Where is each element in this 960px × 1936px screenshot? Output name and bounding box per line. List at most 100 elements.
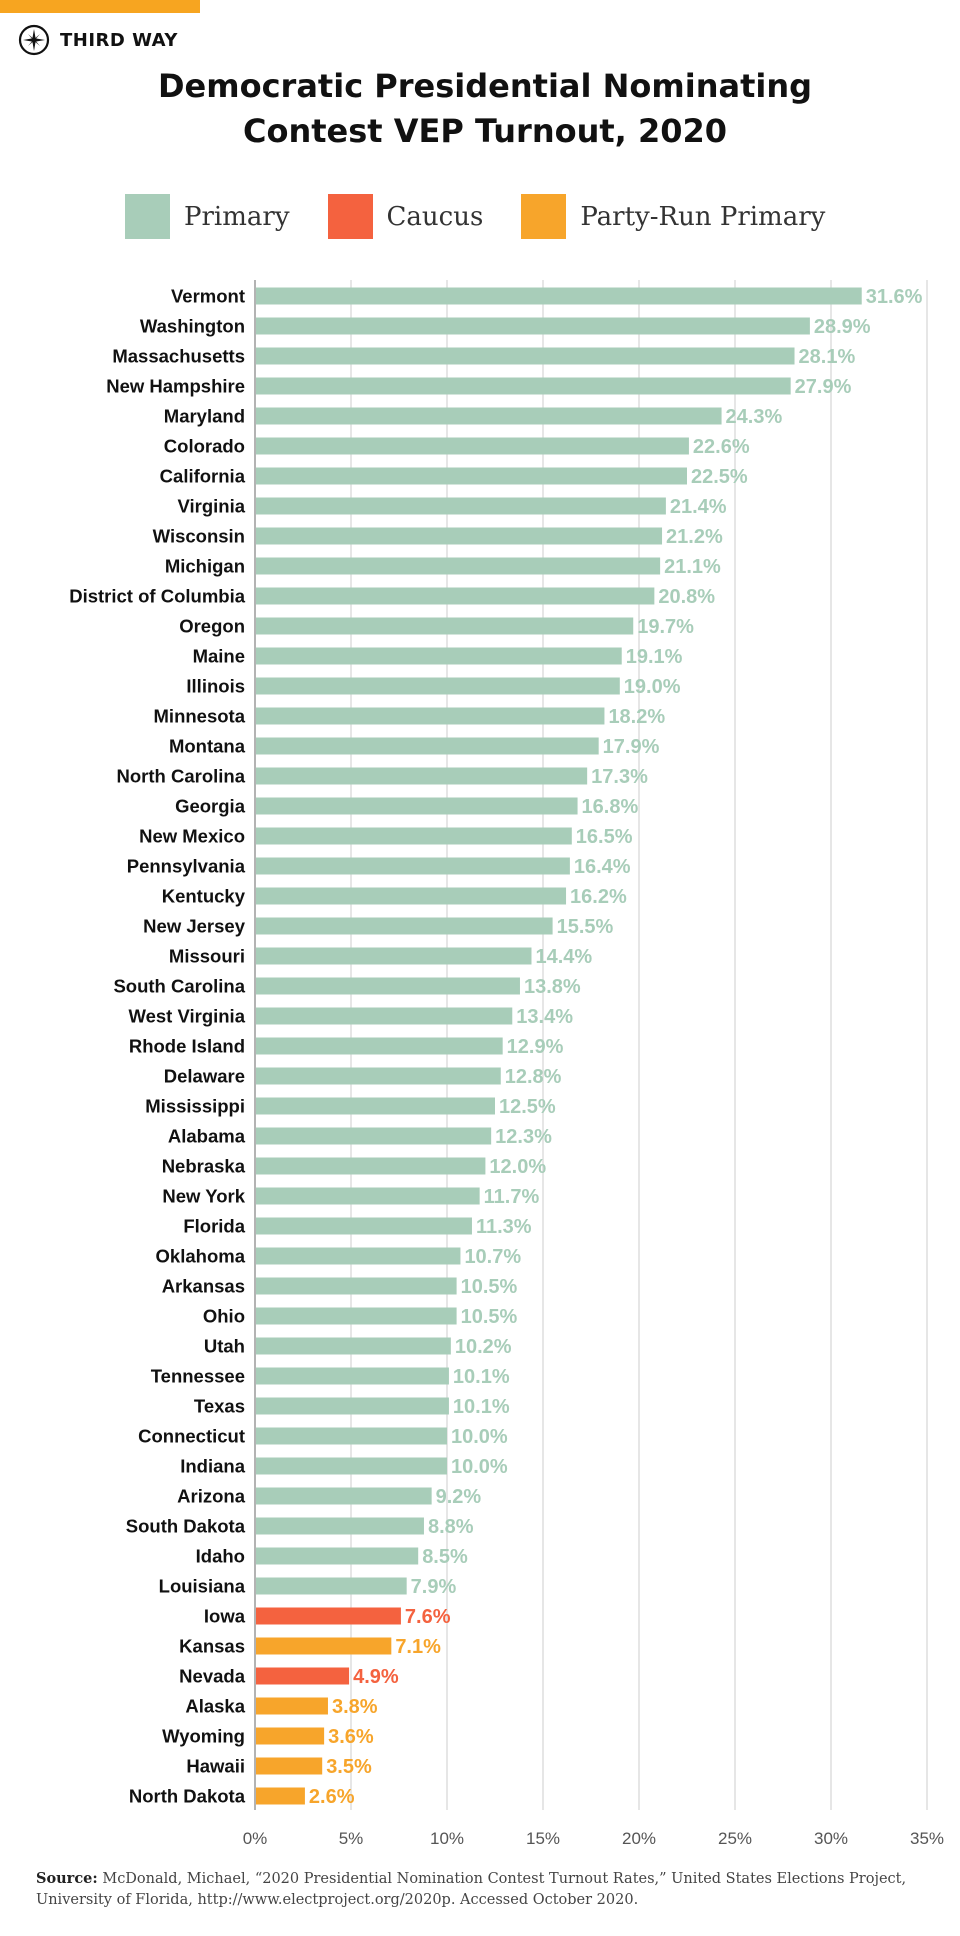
- bar-kansas: [256, 1637, 392, 1655]
- bar-hawaii: [256, 1757, 323, 1775]
- bar-maine: [256, 647, 622, 665]
- category-label-delaware: Delaware: [164, 1066, 245, 1087]
- category-label-wyoming: Wyoming: [162, 1726, 245, 1747]
- value-label-mississippi: 12.5%: [499, 1096, 556, 1118]
- bar-wisconsin: [256, 527, 663, 545]
- legend-item-primary: Primary: [125, 194, 290, 239]
- bar-colorado: [256, 437, 689, 455]
- category-label-massachusetts: Massachusetts: [112, 346, 245, 367]
- category-label-minnesota: Minnesota: [154, 706, 246, 727]
- bar-tennessee: [256, 1367, 449, 1385]
- value-label-wyoming: 3.6%: [328, 1726, 374, 1748]
- category-label-kansas: Kansas: [179, 1636, 245, 1657]
- brand-logo: THIRD WAY: [18, 22, 178, 58]
- category-label-nevada: Nevada: [179, 1666, 246, 1687]
- legend-label-caucus: Caucus: [386, 201, 484, 232]
- bar-nebraska: [256, 1157, 486, 1175]
- category-label-kentucky: Kentucky: [162, 886, 246, 907]
- bar-connecticut: [256, 1427, 447, 1445]
- category-label-iowa: Iowa: [204, 1606, 246, 1627]
- bar-indiana: [256, 1457, 447, 1475]
- category-label-california: California: [160, 466, 246, 487]
- bar-west-virginia: [256, 1007, 513, 1025]
- x-tick-label: 15%: [526, 1829, 560, 1848]
- legend-swatch-caucus: [327, 194, 373, 239]
- value-label-georgia: 16.8%: [582, 796, 639, 818]
- value-label-west-virginia: 13.4%: [516, 1006, 573, 1028]
- value-label-north-dakota: 2.6%: [309, 1786, 355, 1808]
- legend-item-caucus: Caucus: [327, 194, 484, 239]
- category-label-florida: Florida: [183, 1216, 245, 1237]
- bar-ohio: [256, 1307, 457, 1325]
- value-label-michigan: 21.1%: [664, 556, 721, 578]
- x-tick-label: 35%: [910, 1829, 944, 1848]
- value-label-ohio: 10.5%: [461, 1306, 518, 1328]
- category-label-texas: Texas: [194, 1396, 245, 1417]
- title-line-2: Contest VEP Turnout, 2020: [242, 112, 728, 150]
- bar-new-hampshire: [256, 377, 791, 395]
- category-label-north-carolina: North Carolina: [117, 766, 246, 787]
- bar-new-york: [256, 1187, 480, 1205]
- category-label-north-dakota: North Dakota: [129, 1786, 246, 1807]
- value-label-new-jersey: 15.5%: [557, 916, 614, 938]
- bar-florida: [256, 1217, 472, 1235]
- bar-alaska: [256, 1697, 328, 1715]
- legend-label-party-run-primary: Party-Run Primary: [580, 201, 826, 232]
- value-label-kentucky: 16.2%: [570, 886, 627, 908]
- category-label-rhode-island: Rhode Island: [129, 1036, 245, 1057]
- value-label-tennessee: 10.1%: [453, 1366, 510, 1388]
- value-label-district-of-columbia: 20.8%: [658, 586, 715, 608]
- category-label-virginia: Virginia: [177, 496, 245, 517]
- value-label-hawaii: 3.5%: [326, 1756, 372, 1778]
- bar-virginia: [256, 497, 666, 515]
- bar-montana: [256, 737, 599, 755]
- bar-utah: [256, 1337, 451, 1355]
- bar-district-of-columbia: [256, 587, 655, 605]
- category-label-oklahoma: Oklahoma: [156, 1246, 246, 1267]
- category-label-michigan: Michigan: [165, 556, 245, 577]
- bar-delaware: [256, 1067, 501, 1085]
- value-label-maine: 19.1%: [626, 646, 683, 668]
- value-label-california: 22.5%: [691, 466, 748, 488]
- source-note: Source: McDonald, Michael, “2020 Preside…: [36, 1868, 936, 1911]
- bar-massachusetts: [256, 347, 795, 365]
- category-label-tennessee: Tennessee: [151, 1366, 245, 1387]
- category-label-montana: Montana: [169, 736, 246, 757]
- bar-texas: [256, 1397, 449, 1415]
- category-label-district-of-columbia: District of Columbia: [69, 586, 245, 607]
- value-label-alabama: 12.3%: [495, 1126, 552, 1148]
- title-line-1: Democratic Presidential Nominating: [157, 67, 813, 105]
- x-tick-label: 30%: [814, 1829, 848, 1848]
- source-text: McDonald, Michael, “2020 Presidential No…: [36, 1871, 907, 1908]
- category-label-hawaii: Hawaii: [186, 1756, 245, 1777]
- bar-north-dakota: [256, 1787, 305, 1805]
- category-label-connecticut: Connecticut: [138, 1426, 245, 1447]
- category-label-alaska: Alaska: [185, 1696, 245, 1717]
- value-label-new-hampshire: 27.9%: [795, 376, 852, 398]
- bar-oregon: [256, 617, 634, 635]
- bar-nevada: [256, 1667, 350, 1685]
- bar-new-jersey: [256, 917, 553, 935]
- value-label-idaho: 8.5%: [422, 1546, 468, 1568]
- category-label-arkansas: Arkansas: [162, 1276, 245, 1297]
- value-label-south-dakota: 8.8%: [428, 1516, 474, 1538]
- bar-michigan: [256, 557, 661, 575]
- bar-south-carolina: [256, 977, 520, 995]
- category-label-south-dakota: South Dakota: [126, 1516, 246, 1537]
- bar-louisiana: [256, 1577, 407, 1595]
- bar-georgia: [256, 797, 578, 815]
- value-label-utah: 10.2%: [455, 1336, 512, 1358]
- bar-new-mexico: [256, 827, 572, 845]
- category-label-indiana: Indiana: [180, 1456, 245, 1477]
- value-label-nebraska: 12.0%: [489, 1156, 546, 1178]
- category-label-illinois: Illinois: [186, 676, 245, 697]
- bar-maryland: [256, 407, 722, 425]
- bar-arizona: [256, 1487, 432, 1505]
- value-label-virginia: 21.4%: [670, 496, 727, 518]
- value-label-vermont: 31.6%: [866, 286, 923, 308]
- value-label-minnesota: 18.2%: [608, 706, 665, 728]
- value-label-arkansas: 10.5%: [461, 1276, 518, 1298]
- bar-iowa: [256, 1607, 401, 1625]
- value-label-indiana: 10.0%: [451, 1456, 508, 1478]
- category-label-vermont: Vermont: [171, 286, 245, 307]
